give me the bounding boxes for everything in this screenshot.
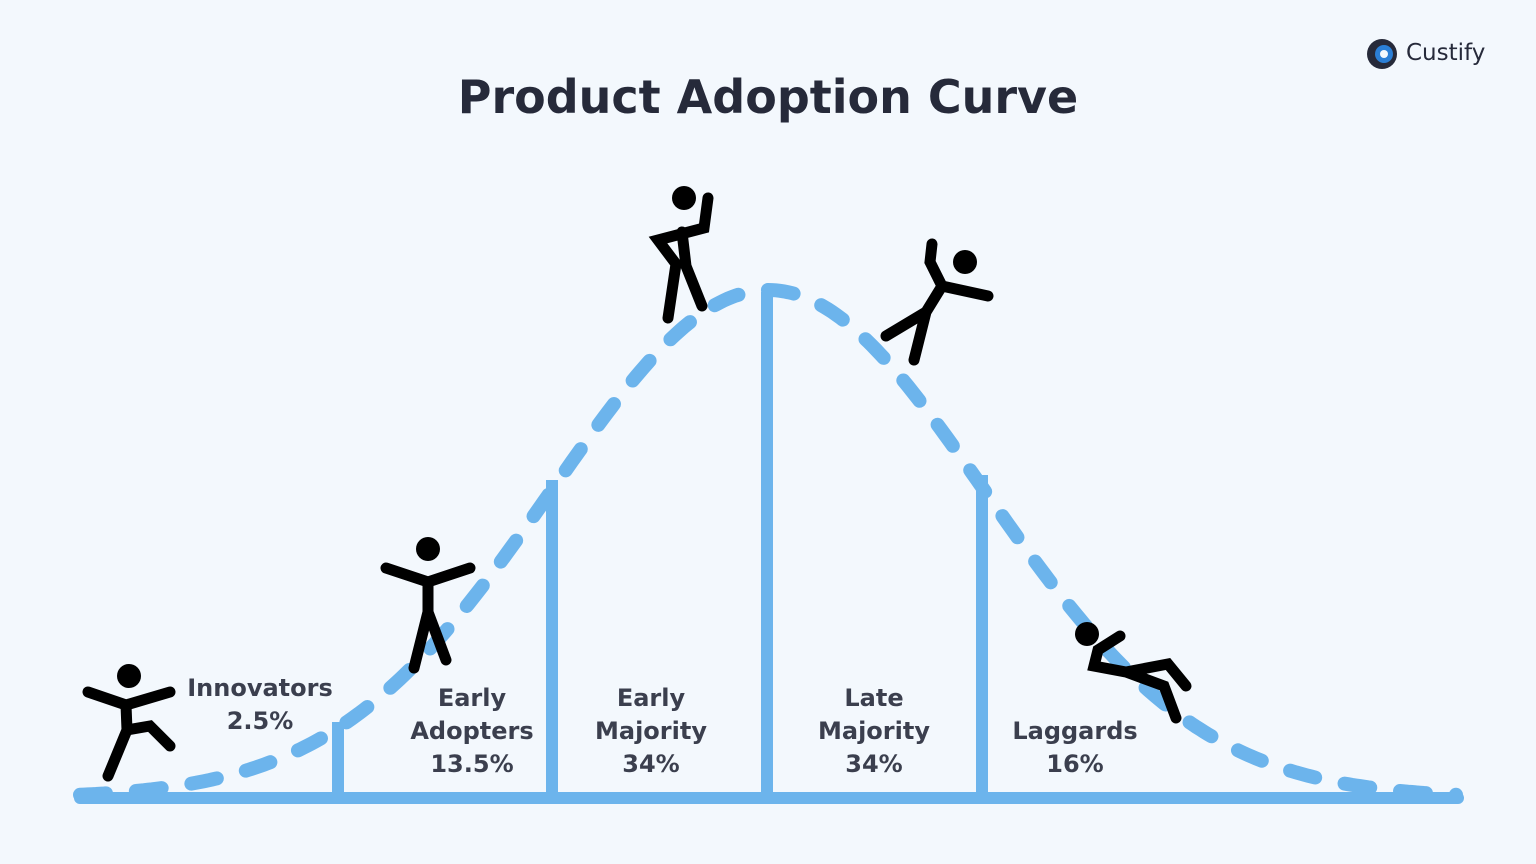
title: Product Adoption Curve <box>457 70 1079 124</box>
segment: Laggards 16% <box>1000 715 1150 781</box>
adoption-curve <box>73 282 1463 802</box>
segment: Innovators 2.5% <box>185 672 335 738</box>
segment-share: 13.5% <box>430 750 514 778</box>
figure <box>82 664 176 782</box>
dividers <box>74 292 1464 804</box>
segment-label: Laggards <box>1012 717 1138 745</box>
segment: Early Majority 34% <box>581 682 721 781</box>
figure <box>880 238 994 366</box>
figure <box>1075 622 1192 724</box>
segment: Early Adopters 13.5% <box>402 682 542 781</box>
segment: Late Majority 34% <box>804 682 944 781</box>
brand-name: Custify <box>1406 40 1486 66</box>
segment-label: Early Adopters <box>410 684 534 745</box>
segment-label: Early Majority <box>595 684 707 745</box>
figure <box>648 186 714 324</box>
segment-share: 34% <box>622 750 680 778</box>
segment-share: 34% <box>845 750 903 778</box>
segment-share: 2.5% <box>226 707 294 735</box>
segment-label: Innovators <box>187 674 333 702</box>
figure <box>380 537 476 674</box>
stick-figures <box>82 186 1192 782</box>
segment-label: Late Majority <box>818 684 930 745</box>
segment-share: 16% <box>1046 750 1104 778</box>
logo-icon <box>1367 39 1397 69</box>
